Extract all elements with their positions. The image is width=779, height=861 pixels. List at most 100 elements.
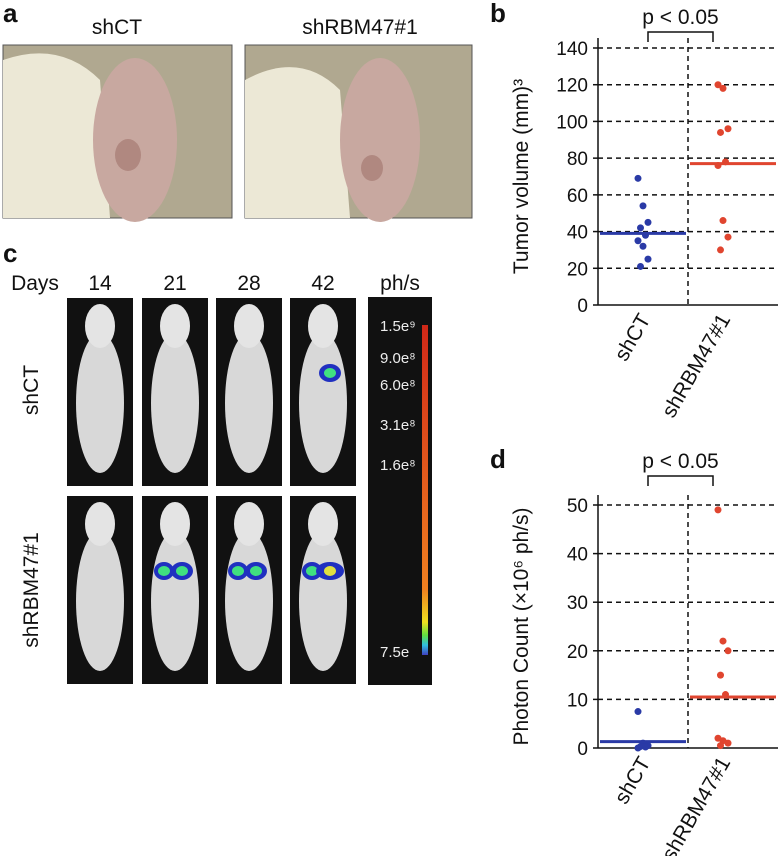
y-tick-label: 50: [567, 496, 588, 517]
point: [637, 224, 644, 232]
mouse-head: [234, 304, 264, 348]
mouse: [76, 531, 124, 671]
scale-label: 7.5e: [380, 644, 409, 661]
significance-bracket: [647, 31, 714, 42]
signal: [306, 566, 318, 576]
scale-label: 9.0e⁸: [380, 350, 416, 367]
day-label: 42: [311, 272, 334, 295]
mouse: [299, 333, 347, 473]
point: [714, 506, 722, 514]
y-tick-label: 80: [567, 149, 588, 170]
point: [634, 174, 642, 182]
y-tick-label: 20: [567, 642, 588, 663]
point: [639, 202, 647, 210]
mouse: [225, 333, 273, 473]
point: [714, 81, 722, 89]
x-tick-label: shCT: [610, 310, 655, 365]
glove: [3, 53, 110, 219]
mouse-head: [85, 304, 115, 348]
point: [639, 242, 647, 250]
signal: [176, 566, 188, 576]
day-label: 28: [237, 272, 260, 295]
scale-label: 1.6e⁸: [380, 457, 416, 474]
tumor: [115, 139, 141, 171]
mouse: [151, 531, 199, 671]
point: [717, 742, 724, 750]
significance-bracket: [647, 475, 714, 486]
mouse-head: [85, 502, 115, 546]
point: [637, 262, 644, 270]
signal: [324, 368, 336, 378]
panel-label: d: [490, 444, 506, 474]
mouse-head: [160, 304, 190, 348]
scale-box: [368, 297, 432, 685]
y-tick-label: 140: [556, 39, 588, 60]
mouse-head: [308, 502, 338, 546]
point: [644, 218, 652, 226]
signal: [324, 566, 336, 576]
photo-group: [2, 44, 473, 222]
point: [634, 237, 642, 245]
unit-label: ph/s: [380, 272, 420, 295]
mouse: [340, 58, 420, 222]
point: [719, 637, 727, 645]
mouse: [76, 333, 124, 473]
y-tick-label: 120: [556, 76, 588, 97]
x-tick-label: shRBM47#1: [658, 310, 736, 422]
mouse: [93, 58, 177, 222]
mouse-head: [160, 502, 190, 546]
panel-label: c: [3, 238, 17, 268]
x-tick-label: shCT: [610, 753, 655, 808]
group-label: shRBM47#1: [302, 16, 418, 39]
scale-label: 1.5e⁹: [380, 318, 416, 335]
color-scale: [422, 325, 428, 655]
point: [724, 125, 732, 133]
point: [634, 744, 642, 752]
mouse: [151, 333, 199, 473]
point: [644, 255, 652, 263]
point: [719, 84, 727, 92]
y-tick-label: 0: [577, 739, 588, 760]
mouse-head: [234, 502, 264, 546]
y-tick-label: 100: [556, 112, 588, 133]
point: [724, 233, 732, 241]
day-label: 21: [163, 272, 186, 295]
y-tick-label: 10: [567, 690, 588, 711]
point: [724, 647, 732, 655]
scale-label: 3.1e⁸: [380, 417, 416, 434]
mouse: [225, 531, 273, 671]
point: [717, 671, 724, 679]
panel-label: b: [490, 0, 506, 28]
annotation: p < 0.05: [642, 450, 718, 473]
row-label: shCT: [20, 365, 43, 415]
point: [642, 743, 649, 751]
point: [724, 739, 732, 747]
days-label: Days: [11, 272, 59, 295]
day-label: 14: [88, 272, 112, 295]
point: [717, 246, 724, 254]
y-axis-label: Photon Count (×10⁶ ph/s): [510, 507, 533, 745]
y-axis-label: Tumor volume (mm)³: [510, 79, 533, 274]
y-tick-label: 0: [577, 296, 588, 317]
panel-label: a: [3, 0, 18, 28]
signal: [250, 566, 262, 576]
y-tick-label: 20: [567, 259, 588, 280]
group-label: shCT: [92, 16, 142, 39]
mouse: [299, 531, 347, 671]
point: [717, 128, 724, 136]
tumor: [361, 155, 383, 181]
point: [634, 708, 642, 716]
x-tick-label: shRBM47#1: [658, 753, 736, 856]
row-label: shRBM47#1: [20, 532, 43, 648]
signal: [232, 566, 244, 576]
mouse-head: [308, 304, 338, 348]
annotation: p < 0.05: [642, 6, 718, 29]
signal: [158, 566, 170, 576]
scale-label: 6.0e⁸: [380, 377, 416, 394]
y-tick-label: 30: [567, 593, 588, 614]
point: [719, 217, 727, 225]
glove: [245, 67, 350, 218]
y-tick-label: 40: [567, 223, 588, 244]
y-tick-label: 60: [567, 186, 588, 207]
